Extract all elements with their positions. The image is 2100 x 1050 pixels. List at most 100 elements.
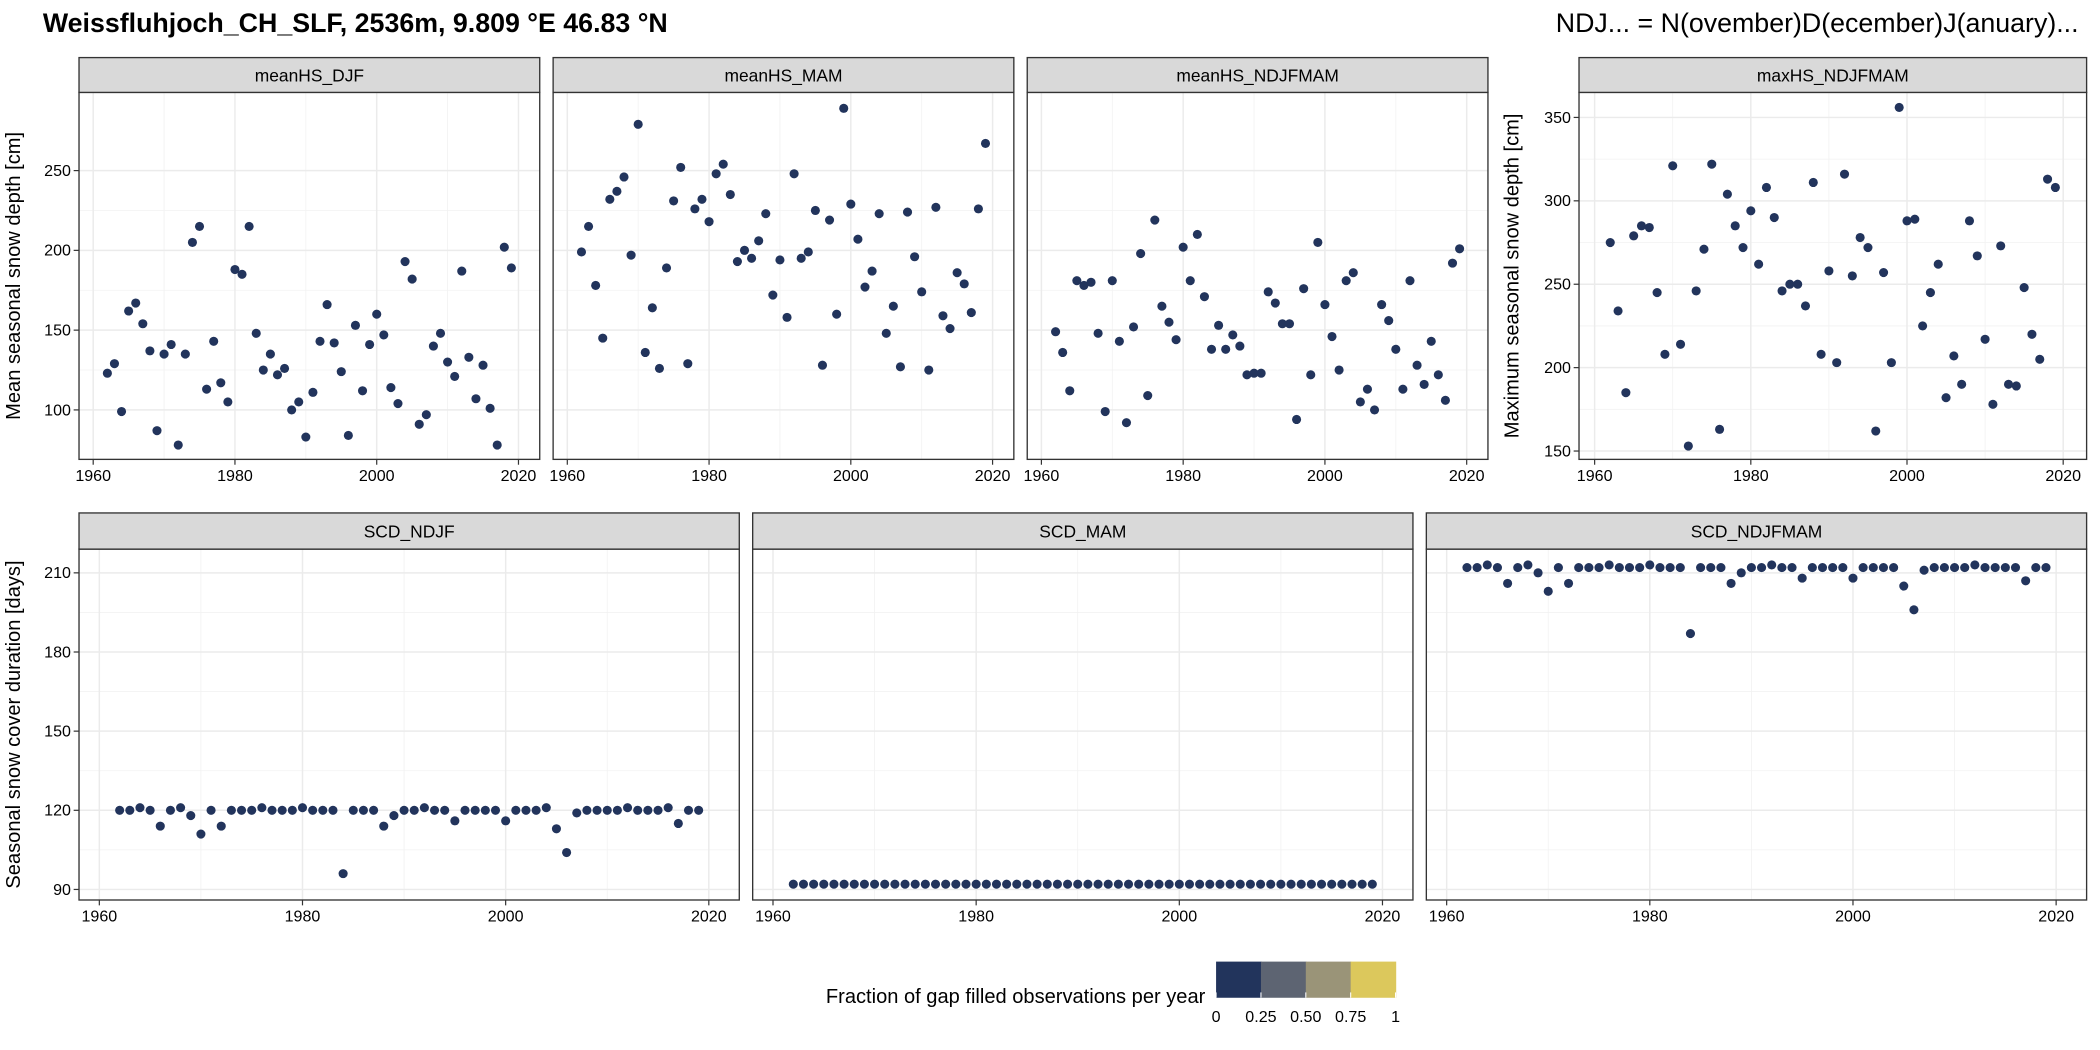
strip bbox=[752, 512, 1414, 550]
point bbox=[1164, 317, 1174, 327]
point bbox=[265, 349, 275, 359]
point bbox=[102, 368, 112, 378]
point bbox=[562, 847, 572, 858]
point bbox=[1629, 231, 1639, 241]
point bbox=[1199, 292, 1209, 302]
point bbox=[216, 821, 226, 831]
point bbox=[1482, 560, 1492, 570]
point bbox=[768, 290, 778, 300]
point bbox=[1785, 279, 1795, 289]
y-tick-label: 210 bbox=[44, 564, 71, 582]
point bbox=[673, 818, 683, 829]
x-tick-label: 2020 bbox=[501, 467, 537, 485]
x-tick-label: 2020 bbox=[2045, 467, 2081, 485]
point bbox=[2011, 381, 2021, 391]
figure-title: Weissfluhjoch_CH_SLF, 2536m, 9.809 °E 46… bbox=[43, 8, 668, 38]
y-tick-label: 180 bbox=[44, 643, 71, 661]
y-tick-label: 300 bbox=[1544, 192, 1571, 210]
point bbox=[584, 221, 594, 231]
point bbox=[874, 209, 884, 219]
strip-label: SCD_MAM bbox=[1039, 522, 1126, 542]
x-tick-label: 1980 bbox=[1632, 907, 1668, 925]
point bbox=[1868, 563, 1878, 573]
point bbox=[490, 805, 501, 815]
point bbox=[1939, 563, 1949, 573]
point bbox=[582, 805, 592, 815]
x-tick-label: 1960 bbox=[1024, 467, 1060, 485]
point bbox=[1970, 560, 1980, 570]
point bbox=[1730, 221, 1740, 231]
point bbox=[116, 406, 127, 417]
point bbox=[1894, 102, 1904, 112]
point bbox=[1980, 563, 1990, 573]
point bbox=[966, 308, 976, 318]
strip-label: meanHS_NDJFMAM bbox=[1176, 66, 1339, 86]
point bbox=[365, 339, 375, 350]
point bbox=[1972, 251, 1982, 261]
point bbox=[725, 189, 735, 200]
x-tick-label: 2020 bbox=[2038, 907, 2074, 925]
point bbox=[187, 237, 197, 247]
point bbox=[386, 383, 396, 393]
point bbox=[661, 263, 672, 273]
point bbox=[1950, 563, 1960, 573]
point bbox=[1696, 563, 1706, 573]
strip bbox=[1425, 512, 2088, 550]
point bbox=[1245, 879, 1255, 889]
point bbox=[338, 869, 348, 879]
point bbox=[1184, 879, 1195, 889]
point bbox=[124, 306, 134, 316]
point bbox=[407, 274, 417, 284]
y-tick-label: 150 bbox=[44, 723, 71, 741]
point bbox=[1306, 370, 1316, 380]
point bbox=[1655, 563, 1665, 573]
point bbox=[1391, 344, 1401, 354]
point bbox=[470, 805, 480, 815]
point bbox=[315, 336, 325, 346]
point bbox=[694, 805, 704, 815]
point bbox=[336, 367, 346, 377]
point bbox=[1136, 249, 1146, 259]
point bbox=[829, 879, 839, 889]
point bbox=[1320, 300, 1330, 310]
point bbox=[2043, 174, 2053, 184]
point bbox=[1433, 370, 1443, 380]
point bbox=[1228, 330, 1238, 340]
point bbox=[1215, 879, 1225, 889]
point bbox=[464, 352, 474, 362]
point bbox=[622, 803, 633, 813]
point bbox=[206, 805, 216, 815]
point bbox=[1614, 563, 1624, 573]
x-tick-label: 2000 bbox=[833, 467, 869, 485]
point bbox=[236, 805, 247, 815]
point bbox=[2003, 379, 2014, 389]
point bbox=[1738, 242, 1748, 253]
point bbox=[867, 266, 877, 276]
point bbox=[1683, 441, 1693, 451]
point bbox=[870, 879, 880, 889]
point bbox=[1636, 221, 1647, 231]
point bbox=[1086, 277, 1096, 287]
point bbox=[400, 256, 410, 267]
point bbox=[930, 879, 941, 889]
point bbox=[1276, 879, 1286, 889]
point bbox=[501, 816, 511, 826]
point bbox=[980, 138, 991, 149]
point bbox=[1065, 386, 1075, 396]
point bbox=[910, 252, 920, 262]
point bbox=[1929, 563, 1939, 573]
point bbox=[328, 805, 338, 815]
point bbox=[2031, 563, 2041, 573]
x-tick-label: 1960 bbox=[75, 467, 111, 485]
point bbox=[1185, 276, 1195, 286]
point bbox=[1103, 879, 1113, 889]
point bbox=[1960, 563, 1970, 573]
point bbox=[1270, 298, 1280, 308]
x-tick-label: 2000 bbox=[1161, 907, 1197, 925]
panel-background bbox=[752, 549, 1413, 900]
point bbox=[1879, 268, 1889, 278]
point bbox=[1855, 232, 1865, 243]
point bbox=[1828, 563, 1838, 573]
point bbox=[1933, 259, 1943, 269]
point bbox=[825, 215, 835, 225]
